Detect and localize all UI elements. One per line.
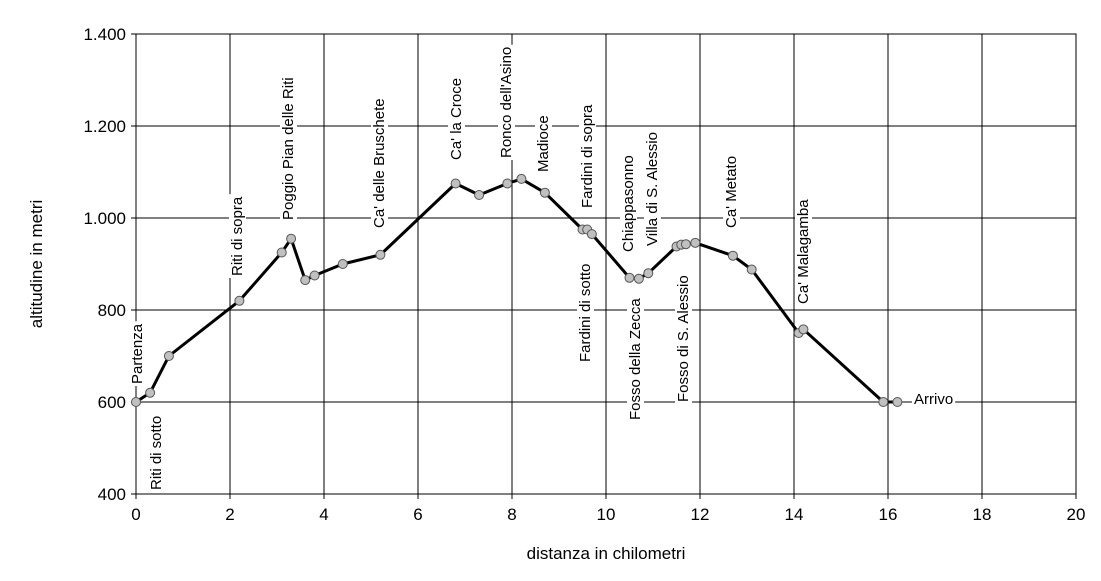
place-label-background [912, 391, 956, 408]
place-label-background [280, 75, 297, 222]
place-label-background [675, 273, 692, 404]
place-label-background [148, 413, 165, 492]
place-label-background [627, 295, 644, 422]
x-tick-label: 12 [691, 505, 710, 524]
altitude-profile-line [135, 177, 898, 404]
place-label-background [535, 113, 552, 174]
x-tick-label: 16 [879, 505, 898, 524]
place-label: Madioce [535, 115, 552, 172]
y-tick-label: 800 [98, 301, 126, 320]
data-point [516, 173, 527, 184]
data-point [234, 295, 245, 306]
x-axis-title: distanza in chilometri [527, 544, 686, 563]
y-tick-label: 400 [98, 485, 126, 504]
data-point [878, 397, 889, 407]
data-point [727, 250, 738, 261]
x-tick-label: 2 [225, 505, 234, 524]
place-label: Villa di S. Alessio [644, 132, 661, 246]
data-point [680, 239, 691, 250]
data-point [892, 397, 903, 407]
annotations: Partenza Riti di sotto Riti di sopra Poggio… [129, 44, 956, 492]
data-point [300, 275, 311, 286]
y-tick-label: 600 [98, 393, 126, 412]
data-points [131, 173, 903, 407]
x-tick-label: 4 [319, 505, 328, 524]
place-label: Fosso di S. Alessio [675, 275, 692, 402]
data-point [286, 233, 297, 244]
x-tick-label: 0 [131, 505, 140, 524]
x-tick-label: 14 [785, 505, 804, 524]
place-label-background [577, 261, 594, 364]
data-point [375, 249, 386, 260]
place-label: Ca' Metato [723, 156, 740, 228]
data-point [586, 229, 597, 240]
place-label-background [795, 196, 812, 306]
grid [136, 34, 1076, 494]
place-label: Fardini di sopra [579, 104, 596, 208]
place-label-background [644, 130, 661, 248]
x-tick-label: 18 [973, 505, 992, 524]
y-tick-label: 1.400 [83, 25, 126, 44]
y-tick-label: 1.200 [83, 117, 126, 136]
place-label: Ca' la Croce [448, 78, 465, 160]
place-label: Riti di sotto [148, 416, 165, 490]
place-label-background [723, 153, 740, 230]
data-point [131, 397, 141, 407]
data-point [337, 259, 348, 269]
y-axis-ticks: 400 600 800 1.000 1.200 1.400 [83, 25, 136, 504]
data-point [276, 247, 287, 258]
place-label: Chiappasonno [620, 155, 637, 252]
place-label-background [448, 75, 465, 162]
x-tick-label: 6 [413, 505, 422, 524]
place-label: Arrivo [914, 391, 953, 408]
data-point [450, 178, 461, 189]
data-point [690, 237, 701, 248]
place-label: Riti di sopra [229, 196, 246, 276]
data-point [624, 272, 635, 283]
place-label-background [620, 153, 637, 254]
y-axis-title: altitudine in metri [27, 200, 46, 329]
data-point [474, 190, 485, 200]
place-label-background [498, 44, 515, 160]
data-point [539, 187, 550, 198]
place-label-background [579, 101, 596, 210]
data-point [643, 268, 654, 279]
place-label: Poggio Pian delle Riti [280, 77, 297, 220]
x-axis-ticks: 0 2 4 6 8 10 12 14 16 18 20 [131, 494, 1085, 524]
place-label: Fosso della Zecca [627, 298, 644, 420]
place-label: Ca' delle Bruschete [371, 98, 388, 228]
place-label-background [229, 194, 246, 278]
y-tick-label: 1.000 [83, 209, 126, 228]
data-point [145, 387, 156, 398]
place-label: Ca' Malagamba [795, 199, 812, 304]
data-point [746, 264, 757, 275]
place-label: Ronco dell'Asino [498, 47, 515, 158]
place-label-background [371, 96, 388, 230]
data-point [502, 178, 513, 189]
place-label: Partenza [129, 323, 146, 384]
data-point [633, 273, 644, 284]
place-label-background [129, 321, 146, 386]
data-point [798, 324, 809, 335]
data-point [163, 351, 174, 361]
place-label: Fardini di sotto [577, 264, 594, 362]
x-tick-label: 20 [1067, 505, 1086, 524]
data-point [309, 270, 320, 281]
x-tick-label: 10 [597, 505, 616, 524]
x-tick-label: 8 [507, 505, 516, 524]
